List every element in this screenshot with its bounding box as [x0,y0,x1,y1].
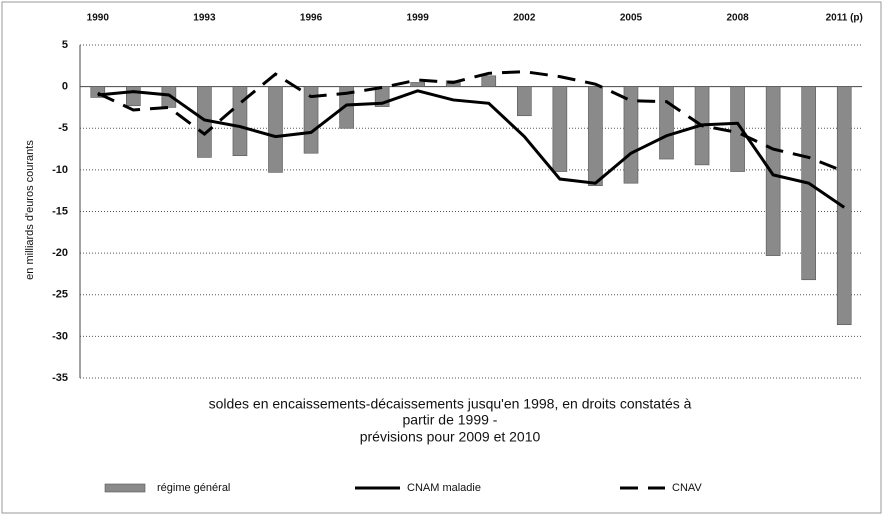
bar [552,86,568,172]
x-tick-label: 2002 [513,13,536,24]
legend-label: CNAM maladie [407,482,481,494]
bar [303,86,319,154]
x-tick-label: 1990 [87,13,110,24]
bar [481,75,497,87]
y-tick-label: -15 [52,205,68,217]
legend-swatch [104,483,146,493]
bar [730,86,745,172]
bar [659,86,674,160]
bar [90,86,106,98]
x-tick-label: 1999 [407,13,430,24]
subtitle: soldes en encaissements-décaissements ju… [209,396,692,412]
subtitle: prévisions pour 2009 et 2010 [360,429,541,445]
line [97,89,846,209]
line [97,70,845,173]
bar [161,86,177,108]
bar [126,86,141,107]
y-tick-label: -25 [52,289,68,301]
bar [588,86,603,186]
x-tick-label: 2008 [726,13,749,24]
bar [232,86,248,157]
x-tick-label: 2011 (p) [826,13,863,24]
y-tick-label: 5 [62,39,68,51]
y-axis-label: en milliards d'euros courants [24,140,36,280]
legend-label: régime général [157,482,230,494]
y-tick-label: -20 [52,247,68,259]
bar [623,86,639,184]
x-tick-label: 2005 [620,13,643,24]
x-tick-label: 1996 [300,13,323,24]
bar [339,86,354,129]
bar [410,82,425,87]
subtitle: partir de 1999 - [403,412,498,428]
y-tick-label: -35 [52,372,68,384]
legend-label: CNAV [672,482,702,494]
y-tick-label: -10 [52,164,68,176]
bar [517,86,532,117]
y-tick-label: -30 [52,330,68,342]
y-tick-label: -5 [58,122,68,134]
bar [268,86,283,173]
bar [765,86,781,256]
y-tick-label: 0 [62,81,68,93]
x-tick-label: 1993 [193,13,216,24]
